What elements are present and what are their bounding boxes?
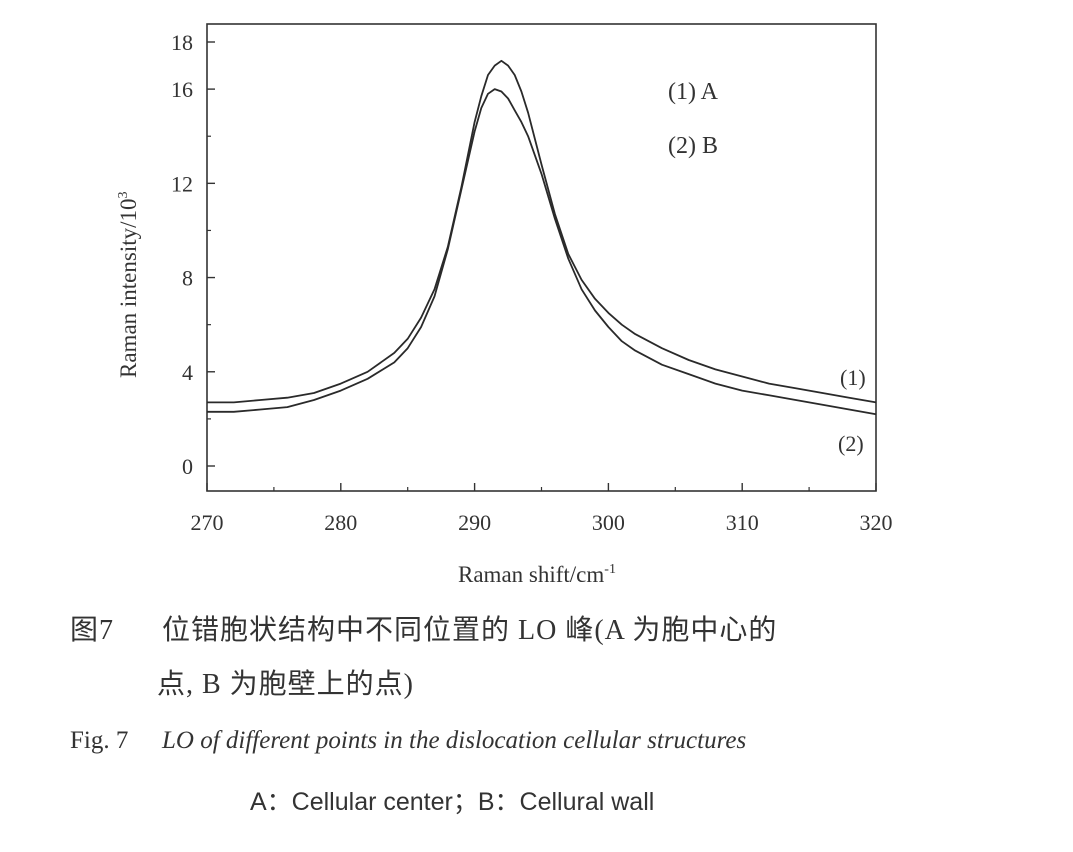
y-tick-label: 8 (182, 266, 193, 291)
curve-label-2: (2) (838, 431, 864, 456)
x-tick-label: 300 (592, 510, 625, 535)
curve-label-1: (1) (840, 365, 866, 390)
legend-entry-a: (1) A (668, 79, 719, 105)
x-tick-label: 280 (324, 510, 357, 535)
series-lines (207, 59, 877, 416)
caption-cn-line2: 点, B 为胞壁上的点) (157, 669, 415, 700)
caption-cn-line1: 图7 位错胞状结构中不同位置的 LO 峰(A 为胞中心的 (70, 608, 777, 648)
x-tick-label: 270 (191, 510, 224, 535)
x-tick-label: 320 (860, 510, 893, 535)
x-tick-label: 290 (458, 510, 491, 535)
y-axis-label: Raman intensity/103 (116, 191, 141, 378)
caption-cn-text-1: 位错胞状结构中不同位置的 LO 峰(A 为胞中心的 (162, 615, 778, 646)
caption-en-figure-number: Fig. 7 (70, 727, 129, 754)
legend-entry-b: (2) B (668, 133, 718, 159)
series-line-2 (207, 88, 877, 416)
plot-frame (206, 23, 877, 492)
y-tick-label: 16 (171, 77, 193, 102)
y-tick-label: 4 (182, 360, 193, 385)
x-tick-label: 310 (726, 510, 759, 535)
caption-en-line2: A：Cellular center；B：Cellural wall (250, 788, 655, 816)
axis-ticks: 270 280 290 300 310 320 0 4 8 12 16 18 (171, 30, 893, 535)
caption-en-line1: Fig. 7 LO of different points in the disl… (70, 727, 746, 755)
caption-cn-figure-number: 图7 (70, 615, 115, 646)
y-tick-label: 18 (171, 30, 193, 55)
y-tick-label: 12 (171, 171, 193, 196)
y-tick-label: 0 (182, 454, 193, 479)
series-line-1 (207, 59, 877, 404)
caption-en-text-1: LO of different points in the dislocatio… (162, 727, 747, 754)
x-axis-label: Raman shift/cm-1 (458, 562, 616, 587)
